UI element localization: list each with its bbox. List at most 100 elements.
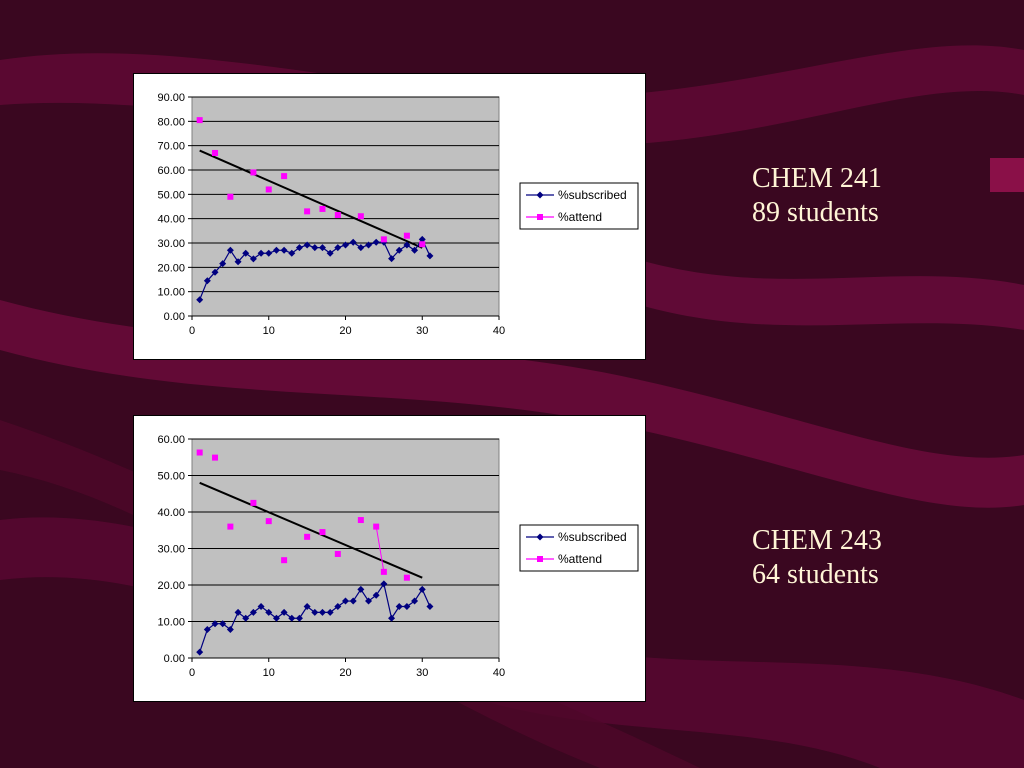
subscribed-point — [265, 608, 273, 616]
subscribed-point — [211, 268, 219, 276]
y-tick-label: 40.00 — [157, 214, 185, 226]
x-tick-label: 0 — [189, 667, 195, 679]
legend-box — [519, 524, 639, 572]
subscribed-point — [349, 238, 357, 246]
legend-marker — [536, 191, 544, 199]
attend-point — [380, 236, 387, 243]
y-tick-label: 80.00 — [157, 116, 185, 128]
attend-point — [403, 574, 410, 581]
trendline — [199, 149, 423, 249]
subscribed-point — [426, 252, 434, 260]
y-tick-label: 20.00 — [157, 262, 185, 274]
subscribed-point — [203, 626, 211, 634]
y-tick-label: 0.00 — [164, 311, 185, 323]
attend-connector — [375, 526, 385, 572]
attend-point — [265, 518, 272, 525]
subscribed-point — [342, 241, 349, 249]
x-tick-label: 40 — [493, 325, 505, 337]
subscribed-point — [403, 603, 411, 611]
subscribed-point — [219, 260, 227, 268]
x-tick-label: 10 — [263, 667, 275, 679]
subscribed-point — [211, 620, 219, 628]
subscribed-point — [349, 597, 357, 605]
y-tick-label: 30.00 — [157, 544, 185, 556]
attend-point — [357, 213, 364, 220]
legend-label: %subscribed — [558, 530, 627, 544]
legend-box — [519, 182, 639, 230]
subscribed-point — [272, 614, 280, 622]
attend-point — [196, 117, 203, 124]
legend-label: %attend — [558, 210, 602, 224]
subscribed-point — [318, 608, 326, 616]
subscribed-point — [357, 244, 365, 252]
attend-point — [281, 173, 288, 180]
attend-point — [419, 241, 426, 248]
attend-point — [212, 149, 219, 156]
attend-point — [304, 208, 311, 215]
y-tick-label: 20.00 — [157, 580, 185, 592]
background-accent — [990, 158, 1024, 192]
attend-point — [319, 529, 326, 536]
attend-point — [403, 232, 410, 239]
subscribed-point — [272, 246, 280, 254]
chart-svg-chem-243: 0.00 10.00 20.00 30.00 40.00 50.00 60.00 0 10 20 3… — [157, 434, 639, 679]
subscribed-point — [342, 597, 349, 605]
y-tick-label: 10.00 — [157, 617, 185, 629]
chart-svg-chem-241: 0.00 10.00 20.00 30.00 40.00 50.00 60.00 70.00 8… — [157, 92, 639, 337]
subscribed-point — [196, 648, 204, 656]
subscribed-point — [295, 614, 303, 622]
subscribed-point — [280, 246, 288, 254]
subscribed-point — [318, 244, 326, 252]
y-tick-label: 50.00 — [157, 471, 185, 483]
attend-point — [212, 454, 219, 461]
subscribed-point — [295, 244, 303, 252]
subscribed-point — [426, 603, 434, 611]
course-name: CHEM 241 — [752, 163, 882, 194]
subscribed-point — [226, 626, 234, 634]
subscribed-point — [203, 277, 211, 285]
legend-label: %attend — [558, 552, 602, 566]
chart-chem-243: 0.00 10.00 20.00 30.00 40.00 50.00 60.00 0 10 20 3… — [133, 415, 646, 702]
student-count: 64 students — [752, 559, 879, 590]
subscribed-point — [280, 608, 288, 616]
y-tick-label: 0.00 — [164, 653, 185, 665]
subscribed-point — [257, 249, 265, 257]
subscribed-point — [326, 249, 334, 257]
course-name: CHEM 243 — [752, 525, 882, 556]
attend-point — [334, 212, 341, 219]
subscribed-point — [196, 296, 204, 304]
y-tick-label: 60.00 — [157, 165, 185, 177]
attend-point — [281, 557, 288, 564]
background-band — [640, 260, 1024, 330]
subscribed-point — [265, 249, 273, 257]
subscribed-point — [388, 255, 396, 263]
subscribed-point — [372, 238, 380, 246]
label-chem-241: CHEM 241 89 students — [752, 162, 882, 230]
label-chem-243: CHEM 243 64 students — [752, 524, 882, 592]
subscribed-point — [311, 244, 319, 252]
attend-point — [227, 193, 234, 200]
subscribed-point — [311, 608, 319, 616]
subscribed-point — [219, 620, 227, 628]
subscribed-point — [334, 244, 342, 252]
subscribed-point — [411, 246, 419, 254]
plot-area: 0.00 10.00 20.00 30.00 40.00 50.00 60.00 70.00 8… — [157, 92, 505, 337]
subscribed-point — [303, 241, 311, 249]
subscribed-point — [242, 614, 250, 622]
subscribed-point — [326, 608, 334, 616]
subscribed-point — [388, 614, 396, 622]
legend: %subscribed %attend — [519, 182, 639, 230]
subscribed-point — [418, 235, 426, 243]
subscribed-point — [288, 249, 296, 257]
attend-point — [304, 533, 311, 540]
legend: %subscribed %attend — [519, 524, 639, 572]
y-tick-label: 10.00 — [157, 287, 185, 299]
subscribed-point — [226, 246, 234, 254]
x-tick-label: 30 — [416, 667, 428, 679]
y-tick-label: 50.00 — [157, 189, 185, 201]
attend-point — [227, 523, 234, 530]
attend-point — [357, 517, 364, 524]
subscribed-point — [372, 591, 380, 599]
attend-point — [196, 449, 203, 456]
subscribed-point — [288, 614, 296, 622]
